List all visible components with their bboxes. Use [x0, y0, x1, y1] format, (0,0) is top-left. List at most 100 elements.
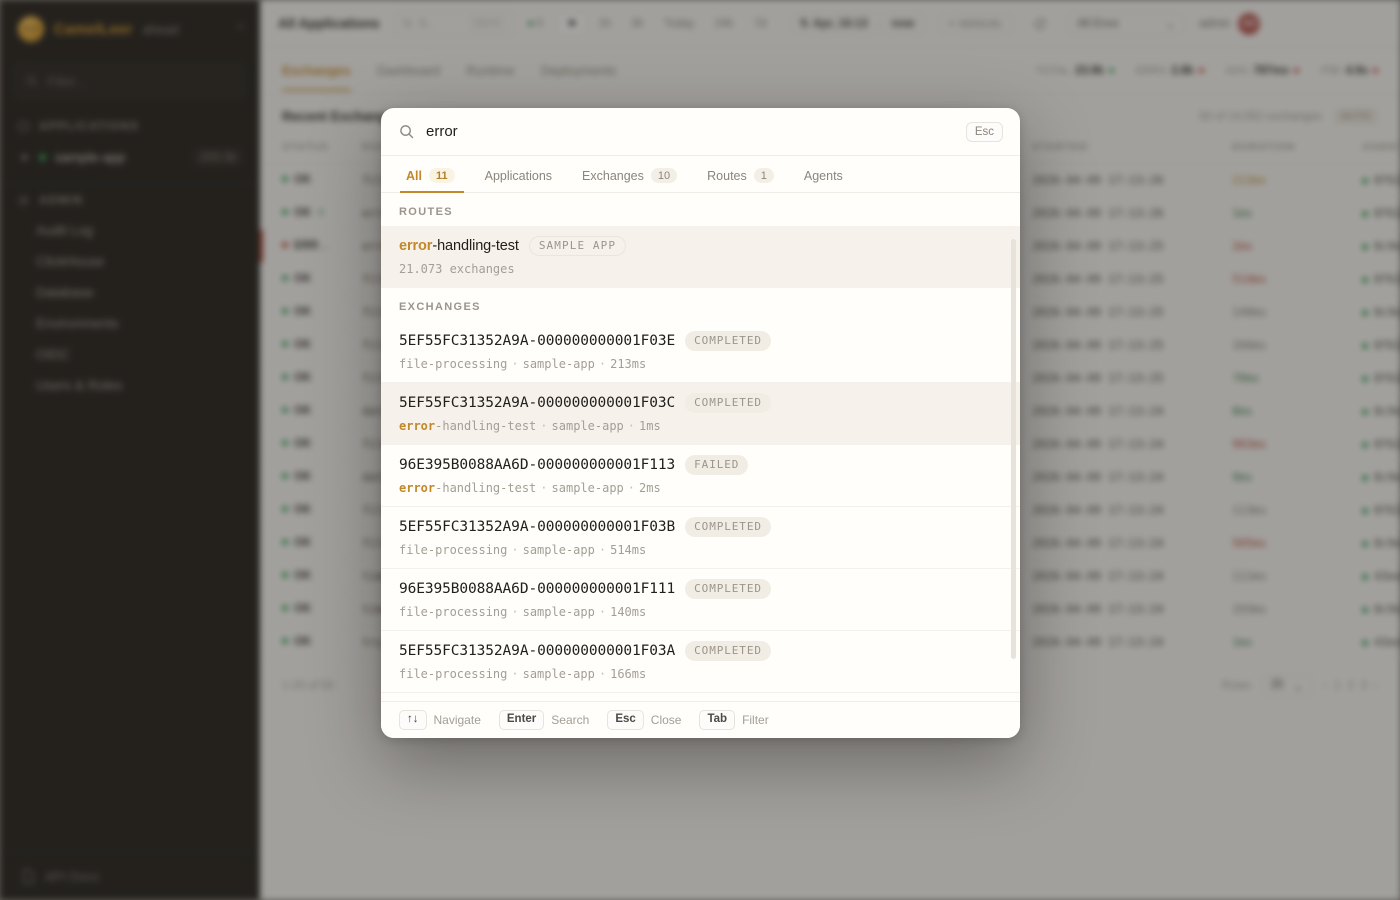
cell-duration: 113ms	[1210, 493, 1340, 527]
time-range-24h[interactable]: 24h	[714, 17, 734, 30]
col-started[interactable]: STARTED	[1010, 133, 1210, 164]
table-pagination: 1-25 of 50 Rows 25 ⌄ ‹ 1 2 3 ›	[260, 659, 1400, 713]
page-next[interactable]: ›	[1374, 680, 1378, 692]
sidebar-item-clickhouse[interactable]: ClickHouse	[36, 254, 105, 269]
status-badge: FAILED	[685, 455, 749, 475]
palette-tab-applications[interactable]: Applications	[470, 169, 567, 192]
sidebar-divider	[0, 183, 259, 184]
auto-refresh-badge[interactable]: AUTO	[1334, 108, 1378, 125]
rows-label: Rows	[1221, 680, 1251, 692]
page-2[interactable]: 2	[1347, 680, 1354, 692]
recent-heading: Recent Exchanges	[282, 109, 403, 124]
palette-result-row[interactable]: error-handling-test SAMPLE APP 21.073 exch…	[381, 226, 1020, 288]
palette-esc-button[interactable]: Esc	[965, 121, 1003, 142]
page-1[interactable]: 1	[1333, 680, 1341, 692]
time-range-7d[interactable]: 7d	[753, 17, 767, 30]
cell-started: 2026-04-09 17:13:25	[1010, 262, 1210, 296]
palette-search-row: error Esc	[381, 108, 1020, 156]
palette-result-row[interactable]: 5EF55FC31352A9A-000000000001F03B COMPLETE…	[381, 507, 1020, 569]
time-range-group[interactable]: ⚑ 1h 3h Today 24h 7d	[556, 11, 776, 36]
refresh-mode-badge[interactable]: MANUAL	[939, 12, 1014, 35]
col-duration[interactable]: DURATION	[1210, 133, 1340, 164]
chevron-right-icon[interactable]: ▶	[22, 151, 30, 163]
search-icon	[402, 18, 412, 29]
cell-status: OK	[260, 526, 340, 560]
global-search-input[interactable]: S... Ctrl+K	[393, 10, 514, 37]
palette-result-title: 5EF55FC31352A9A-000000000001F03A	[399, 643, 676, 659]
cell-status: OK	[260, 295, 340, 329]
time-range-1h[interactable]: 1h	[598, 17, 612, 30]
palette-result-row[interactable]: 5EF55FC31352A9A-000000000001F039COMPLETE…	[381, 693, 1020, 701]
environment-select[interactable]: All Envs ⌄	[1067, 11, 1186, 36]
col-status[interactable]: STATUS	[260, 133, 340, 164]
palette-tab-label: Exchanges	[582, 168, 644, 183]
refresh-icon[interactable]	[1027, 11, 1053, 37]
palette-shortcut-footer: ↑↓ Navigate Enter Search Esc Close Tab Filter	[381, 701, 1020, 738]
cell-started: 2026-04-09 17:13:24	[1010, 625, 1210, 659]
palette-search-input[interactable]: error	[426, 123, 458, 140]
palette-result-title: 5EF55FC31352A9A-000000000001F03B	[399, 519, 676, 535]
palette-result-row[interactable]: 96E395B0088AA6D-000000000001F111 COMPLETE…	[381, 569, 1020, 631]
status-badge: COMPLETED	[685, 393, 771, 413]
palette-scrollbar[interactable]	[1011, 239, 1016, 659]
tab-exchanges[interactable]: Exchanges	[282, 50, 351, 91]
time-range-today[interactable]: Today	[663, 17, 695, 30]
cell-duration: 514ms	[1210, 262, 1340, 296]
time-range-3h[interactable]: 3h	[631, 17, 644, 30]
sidebar-item-sample-app[interactable]: ▶ sample-app 200.3k	[0, 141, 259, 173]
cell-started: 2026-04-09 17:13:24	[1010, 526, 1210, 560]
palette-tab-agents[interactable]: Agents	[789, 169, 858, 192]
palette-tab-all[interactable]: All 11	[398, 168, 470, 193]
cell-status: OK	[260, 427, 340, 461]
cell-started: 2026-04-09 17:13:25	[1010, 328, 1210, 362]
sidebar-item-database[interactable]: Database	[36, 285, 94, 300]
status-dot-online	[38, 153, 46, 161]
sidebar-item-oidc[interactable]: OIDC	[36, 347, 70, 362]
palette-tab-routes[interactable]: Routes 1	[692, 168, 789, 192]
cell-duration: 903ms	[1210, 427, 1340, 461]
page-3[interactable]: 3	[1360, 680, 1368, 692]
search-icon	[26, 75, 37, 86]
cell-started: 2026-04-09 17:13:24	[1010, 493, 1210, 527]
sidebar-item-api-docs[interactable]: API Docs	[0, 852, 259, 900]
date-range-display[interactable]: 9. Apr, 16:13 → now	[789, 12, 926, 35]
gear-icon	[18, 195, 29, 206]
app-logo-icon	[18, 16, 44, 42]
page-prev[interactable]: ‹	[1323, 680, 1327, 692]
sidebar-item-audit-log[interactable]: Audit Log	[36, 223, 94, 238]
col-agent[interactable]: AGENT	[1340, 133, 1400, 164]
stat-label: TOTAL	[1035, 64, 1071, 77]
palette-result-row[interactable]: 5EF55FC31352A9A-000000000001F03E COMPLETE…	[381, 321, 1020, 383]
tab-runtime[interactable]: Runtime	[466, 63, 515, 78]
page-title: All Applications	[278, 16, 380, 31]
rows-per-page-select[interactable]: 25 ⌄	[1260, 675, 1314, 697]
document-icon	[23, 869, 34, 884]
cell-duration: 193ms	[1210, 592, 1340, 626]
page-buttons[interactable]: ‹ 1 2 3 ›	[1323, 680, 1378, 692]
tab-dashboard[interactable]: Dashboard	[376, 63, 441, 78]
palette-tab-exchanges[interactable]: Exchanges 10	[567, 168, 692, 192]
palette-filter-tabs: All 11 Applications Exchanges 10 Routes 1 Agent…	[381, 156, 1020, 193]
sidebar-filter-input[interactable]: Filter...	[14, 64, 245, 98]
palette-result-row[interactable]: 5EF55FC31352A9A-000000000001F03C COMPLETE…	[381, 383, 1020, 445]
palette-results[interactable]: ROUTES error-handling-test SAMPLE APP 21.07…	[381, 193, 1020, 701]
cell-status: OK	[260, 328, 340, 362]
user-menu[interactable]: admin AD	[1199, 12, 1261, 35]
stat-label: P95	[1321, 64, 1341, 77]
sidebar-item-users-roles[interactable]: Users & Roles	[36, 378, 123, 393]
time-range-flag-icon[interactable]: ⚑	[556, 11, 588, 36]
cell-agent: 8c9effadb8e0-1	[1340, 394, 1400, 428]
tab-deployments[interactable]: Deployments	[540, 63, 617, 78]
stat-value: 2.8k	[1171, 64, 1194, 77]
collapse-sidebar-icon[interactable]: ‹‹	[236, 18, 245, 33]
sidebar-item-environments[interactable]: Environments	[36, 316, 119, 331]
palette-result-row[interactable]: 96E395B0088AA6D-000000000001F113 FAILED er…	[381, 445, 1020, 507]
brand[interactable]: CamelLeer ahead ‹‹	[0, 0, 259, 56]
cell-duration: 140ms	[1210, 295, 1340, 329]
stat-avg: AVG 787ms	[1226, 65, 1300, 77]
cell-status: OK	[260, 394, 340, 428]
cell-duration: 9ms	[1210, 460, 1340, 494]
palette-result-row[interactable]: 5EF55FC31352A9A-000000000001F03A COMPLETE…	[381, 631, 1020, 693]
cell-started: 2026-04-09 17:13:25	[1010, 295, 1210, 329]
status-badge: COMPLETED	[685, 331, 771, 351]
